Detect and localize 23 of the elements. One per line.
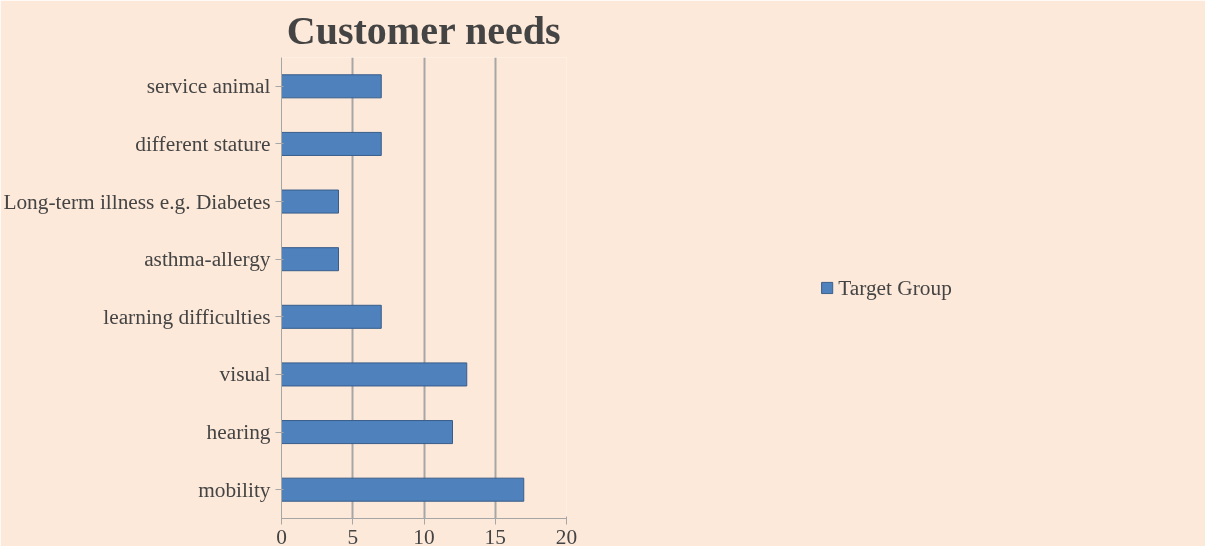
x-tick-label: 10 — [413, 524, 435, 549]
bar — [281, 477, 525, 502]
chart-title: Customer needs — [286, 7, 561, 53]
x-tick-label: 20 — [555, 524, 578, 549]
bar — [281, 131, 382, 156]
y-tick-label: hearing — [206, 420, 271, 445]
bar — [281, 189, 339, 214]
bar — [281, 362, 468, 387]
legend-label: Target Group — [838, 275, 952, 300]
bar — [281, 420, 453, 445]
bar — [281, 74, 382, 99]
y-tick-label: visual — [219, 362, 271, 387]
y-tick-label: asthma-allergy — [144, 247, 271, 272]
x-tick-label: 5 — [347, 524, 359, 549]
y-tick-label: service animal — [146, 74, 271, 99]
bar — [281, 247, 339, 272]
y-tick-label: different stature — [135, 131, 271, 156]
x-tick-label: 15 — [484, 524, 506, 549]
bar — [281, 304, 382, 329]
y-tick-label: Long-term illness e.g. Diabetes — [3, 189, 271, 214]
y-tick-label: mobility — [198, 477, 271, 502]
y-tick-label: learning difficulties — [103, 304, 271, 329]
x-tick-label: 0 — [276, 524, 287, 549]
